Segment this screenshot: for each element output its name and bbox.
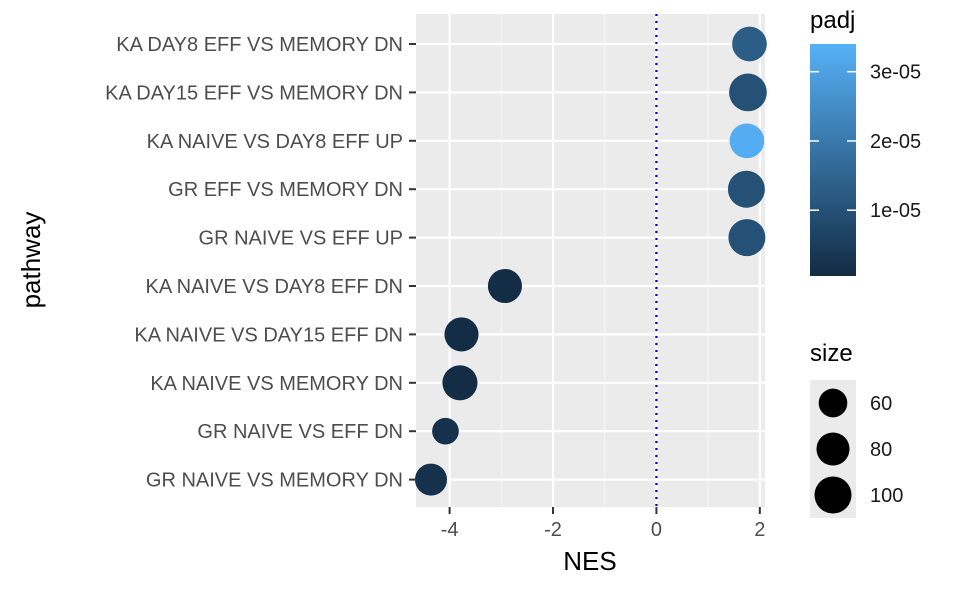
y-axis-tick-labels: KA DAY8 EFF VS MEMORY DN KA DAY15 EFF VS … (105, 34, 416, 492)
plot-panel (416, 14, 765, 507)
size-legend-title: size (810, 340, 853, 367)
y-tick-label: KA NAIVE VS DAY15 EFF DN (134, 324, 403, 346)
padj-legend-breaks: 3e-05 2e-05 1e-05 (810, 62, 921, 222)
y-tick-label: GR NAIVE VS MEMORY DN (146, 470, 403, 492)
size-legend-label: 80 (870, 439, 892, 461)
size-legend-keys: 60 80 100 (814, 388, 903, 514)
x-axis-tick-labels: -4 -2 0 2 (441, 507, 765, 541)
data-point (729, 123, 765, 159)
y-tick-label: KA DAY15 EFF VS MEMORY DN (105, 82, 403, 104)
y-tick-label: GR NAIVE VS EFF UP (199, 228, 403, 250)
data-point (727, 170, 765, 208)
padj-legend-label: 3e-05 (870, 62, 921, 84)
x-tick-label: -4 (441, 519, 459, 541)
x-tick-label: -2 (544, 519, 562, 541)
data-point (414, 463, 448, 496)
padj-legend-label: 1e-05 (870, 200, 921, 222)
x-axis-title: NES (563, 546, 616, 576)
data-point (442, 365, 478, 401)
data-point (729, 73, 767, 112)
size-legend-dot (818, 388, 848, 418)
y-axis-title: pathway (16, 212, 46, 309)
data-point (487, 268, 522, 304)
data-point (728, 219, 766, 257)
size-legend-label: 100 (870, 485, 903, 507)
x-tick-label: 2 (754, 519, 765, 541)
padj-legend-title: padj (810, 7, 855, 34)
y-tick-label: KA NAIVE VS DAY8 EFF UP (147, 131, 403, 153)
data-point (444, 317, 479, 352)
x-tick-label: 0 (651, 519, 662, 541)
y-tick-label: GR NAIVE VS EFF DN (197, 421, 403, 443)
y-tick-label: KA DAY8 EFF VS MEMORY DN (116, 34, 403, 56)
y-tick-label: GR EFF VS MEMORY DN (168, 179, 403, 201)
y-tick-label: KA NAIVE VS DAY8 EFF DN (146, 276, 403, 298)
size-legend-dot (816, 432, 850, 466)
padj-color-bar (810, 44, 856, 276)
size-legend-dot (814, 476, 852, 514)
data-point (732, 26, 767, 62)
data-points (414, 26, 767, 496)
padj-legend-label: 2e-05 (870, 131, 921, 153)
y-tick-label: KA NAIVE VS MEMORY DN (150, 373, 403, 395)
data-point (432, 417, 459, 445)
size-legend-label: 60 (870, 393, 892, 415)
